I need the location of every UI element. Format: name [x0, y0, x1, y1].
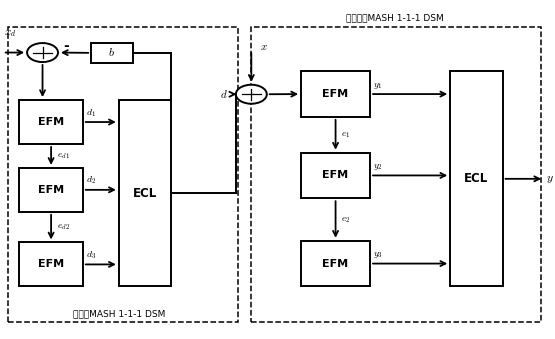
Circle shape: [27, 43, 58, 62]
Text: $d$: $d$: [220, 88, 228, 100]
Text: EFM: EFM: [38, 117, 64, 127]
Text: $x$: $x$: [260, 42, 268, 52]
Bar: [119, 100, 171, 286]
Bar: [19, 242, 83, 286]
Bar: [19, 168, 83, 212]
Text: $b$: $b$: [108, 46, 115, 59]
Text: EFM: EFM: [322, 89, 349, 99]
Text: EFM: EFM: [322, 171, 349, 180]
Text: ECL: ECL: [133, 187, 157, 200]
Text: $d_3$: $d_3$: [85, 250, 96, 261]
Text: $e_{d2}$: $e_{d2}$: [57, 222, 69, 232]
Text: $y_3$: $y_3$: [373, 250, 383, 260]
Circle shape: [236, 85, 267, 104]
Text: $y_2$: $y_2$: [373, 162, 382, 172]
Bar: [301, 153, 370, 198]
Text: 噪声整形MASH 1-1-1 DSM: 噪声整形MASH 1-1-1 DSM: [346, 13, 444, 22]
Text: $x_d$: $x_d$: [4, 28, 17, 39]
Text: $y_1$: $y_1$: [373, 81, 382, 91]
Text: EFM: EFM: [38, 185, 64, 195]
Text: $e_{d1}$: $e_{d1}$: [57, 151, 69, 161]
Bar: [19, 100, 83, 144]
Text: EFM: EFM: [38, 259, 64, 270]
Bar: [301, 241, 370, 286]
Text: -: -: [63, 39, 69, 53]
Bar: [301, 71, 370, 117]
Bar: [450, 71, 503, 286]
Text: $d_1$: $d_1$: [85, 107, 95, 119]
Text: $e_2$: $e_2$: [341, 215, 351, 224]
Text: EFM: EFM: [322, 259, 349, 268]
Bar: [8, 27, 238, 322]
Text: $y$: $y$: [546, 172, 553, 185]
Text: $e_1$: $e_1$: [341, 130, 351, 140]
Text: ECL: ECL: [465, 172, 488, 185]
Bar: [91, 43, 133, 63]
Text: 负反馈MASH 1-1-1 DSM: 负反馈MASH 1-1-1 DSM: [73, 309, 165, 318]
Text: $d_2$: $d_2$: [85, 175, 95, 186]
Bar: [251, 27, 541, 322]
